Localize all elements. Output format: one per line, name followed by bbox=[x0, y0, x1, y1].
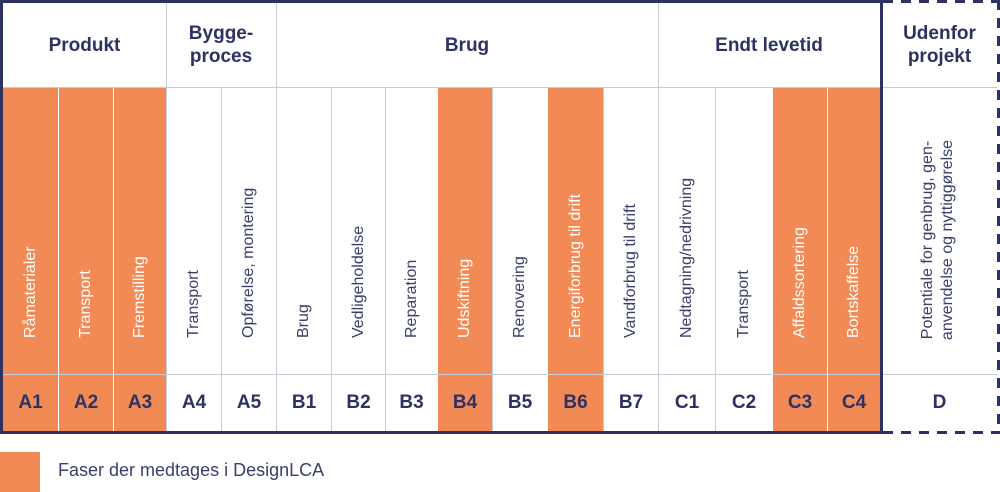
module-label-B2: Vedligeholdelse bbox=[349, 225, 367, 338]
module-label-C3: Affaldssortering bbox=[791, 227, 808, 338]
phase-header-2: Brug bbox=[444, 34, 490, 56]
module-column-C1: Nedtagning/nedrivning bbox=[658, 88, 715, 374]
outside-right-dash bbox=[997, 0, 1000, 434]
phase-header-1: Bygge- proces bbox=[188, 23, 254, 67]
module-code-B6: B6 bbox=[547, 374, 603, 431]
module-column-B6: Energiforbrug til drift bbox=[547, 88, 603, 374]
module-column-A2: Transport bbox=[58, 88, 113, 374]
module-code-B3: B3 bbox=[385, 374, 437, 431]
module-column-B3: Reparation bbox=[385, 88, 437, 374]
module-label-B7: Vandforbrug til drift bbox=[622, 204, 639, 338]
module-label-A3: Fremstilling bbox=[131, 256, 148, 338]
module-column-A3: Fremstilling bbox=[113, 88, 166, 374]
phase-header-4: Udenfor projekt bbox=[903, 23, 976, 67]
module-code-B2: B2 bbox=[331, 374, 385, 431]
module-code-A4: A4 bbox=[166, 374, 221, 431]
module-code-C4: C4 bbox=[827, 374, 880, 431]
outside-bottom-dash bbox=[883, 431, 1000, 434]
module-code-B7: B7 bbox=[603, 374, 658, 431]
legend-swatch bbox=[0, 452, 40, 492]
module-label-A2: Transport bbox=[77, 270, 94, 338]
module-label-B4: Udskiftning bbox=[456, 258, 473, 338]
module-code-B4: B4 bbox=[437, 374, 492, 431]
module-label-B3: Reparation bbox=[402, 259, 420, 338]
code-divider bbox=[3, 374, 880, 375]
module-label-C4: Bortskaffelse bbox=[845, 245, 862, 338]
module-column-B1: Brug bbox=[276, 88, 331, 374]
module-column-C2: Transport bbox=[715, 88, 772, 374]
module-label-B1: Brug bbox=[295, 304, 312, 338]
phase-divider-0 bbox=[166, 3, 167, 87]
module-column-B2: Vedligeholdelse bbox=[331, 88, 385, 374]
module-label-B5: Renovering bbox=[511, 256, 528, 338]
frame-bottom bbox=[0, 431, 882, 434]
phase-header-0: Produkt bbox=[48, 34, 121, 56]
module-label-A5: Opførelse, montering bbox=[240, 187, 257, 338]
module-code-A5: A5 bbox=[221, 374, 276, 431]
module-label-B6: Energiforbrug til drift bbox=[566, 193, 584, 338]
phase-divider-2 bbox=[658, 3, 659, 87]
module-label-A4: Transport bbox=[185, 270, 202, 338]
outside-code-divider bbox=[883, 374, 997, 375]
legend-label: Faser der medtages i DesignLCA bbox=[58, 460, 325, 480]
module-column-A5: Opførelse, montering bbox=[221, 88, 276, 374]
module-label-C1: Nedtagning/nedrivning bbox=[678, 177, 695, 338]
module-column-B4: Udskiftning bbox=[437, 88, 492, 374]
module-column-C3: Affaldssortering bbox=[772, 88, 827, 374]
module-code-B5: B5 bbox=[492, 374, 547, 431]
outside-header-divider bbox=[883, 87, 997, 88]
module-label-C2: Transport bbox=[735, 270, 752, 338]
module-code-A3: A3 bbox=[113, 374, 166, 431]
module-code-C2: C2 bbox=[715, 374, 772, 431]
module-code-A2: A2 bbox=[58, 374, 113, 431]
header-divider bbox=[3, 87, 880, 88]
module-column-B7: Vandforbrug til drift bbox=[603, 88, 658, 374]
module-code-A1: A1 bbox=[3, 374, 58, 431]
phase-divider-1 bbox=[276, 3, 277, 87]
frame-left bbox=[0, 0, 3, 434]
module-code-C1: C1 bbox=[658, 374, 715, 431]
module-code-B1: B1 bbox=[276, 374, 331, 431]
module-code-D: D bbox=[932, 391, 947, 413]
module-label-D: Potentiale for genbrug, gen- anvendelse … bbox=[919, 139, 956, 341]
module-column-C4: Bortskaffelse bbox=[827, 88, 880, 374]
module-column-A4: Transport bbox=[166, 88, 221, 374]
frame-top bbox=[0, 0, 882, 3]
module-column-B5: Renovering bbox=[492, 88, 547, 374]
module-label-A1: Råmaterialer bbox=[21, 246, 39, 338]
module-column-A1: Råmaterialer bbox=[3, 88, 58, 374]
frame-right bbox=[880, 0, 883, 434]
module-code-C3: C3 bbox=[772, 374, 827, 431]
outside-top-dash bbox=[883, 0, 1000, 3]
phase-header-3: Endt levetid bbox=[715, 34, 823, 56]
